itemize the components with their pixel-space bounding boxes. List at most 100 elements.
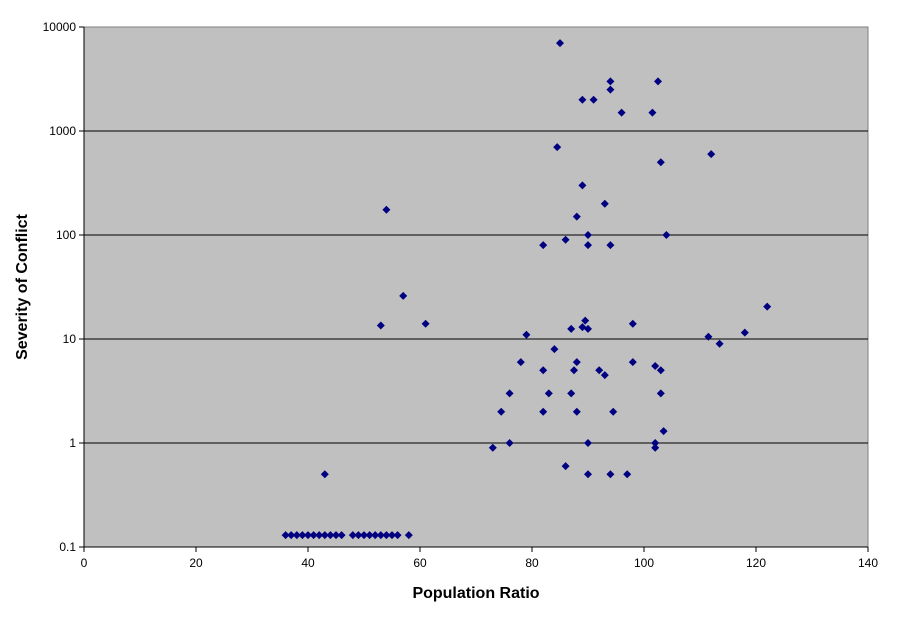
data-point [488,443,497,452]
data-point [600,371,609,380]
data-point [584,324,592,333]
data-point [654,77,662,86]
data-point [522,330,531,339]
data-point [304,531,312,540]
data-point [539,241,548,250]
data-point [561,235,570,244]
data-point [567,324,576,333]
data-point [382,531,391,540]
axes [83,27,868,548]
data-point [550,345,559,354]
data-point [382,205,391,214]
x-tick-label: 60 [413,556,427,570]
data-point [505,389,514,398]
data-point [348,531,357,540]
data-point [584,231,592,239]
data-point [360,531,368,540]
data-point [715,339,724,348]
data-point [600,199,609,208]
data-point [662,231,671,239]
data-point [393,531,402,540]
data-point [595,366,604,375]
data-point [609,407,618,416]
data-point [572,407,581,416]
data-point [656,366,665,375]
data-point [656,389,665,398]
data-point [740,328,749,337]
data-point [556,39,564,48]
data-point [628,319,637,328]
data-point [651,439,660,447]
data-point [421,319,430,328]
data-point [371,531,380,540]
data-point [320,470,329,479]
data-point [578,95,587,104]
data-point [298,531,307,540]
data-point [287,531,296,540]
data-point [707,150,716,159]
plot-area [83,26,869,548]
data-point [651,443,660,452]
data-point [651,362,660,371]
x-tick-label: 0 [81,556,88,570]
data-point [584,241,592,250]
data-point [553,143,562,152]
data-point [561,462,570,471]
data-point [315,531,324,540]
data-point [292,531,301,540]
x-tick-label: 120 [746,556,766,570]
data-point [623,470,632,479]
data-point [505,439,514,447]
data-point [606,77,615,86]
y-tick-label: 100 [56,228,76,242]
data-point [326,531,335,540]
y-tick-label: 1000 [49,124,76,138]
data-point [704,332,713,341]
data-point [337,531,346,540]
data-point [570,366,578,375]
data-point [763,302,772,311]
data-point [376,531,385,540]
data-point [365,531,374,540]
data-point [320,531,329,540]
y-tick-label: 10000 [43,20,77,34]
data-point [589,95,598,104]
data-point [376,321,385,330]
data-point [497,407,506,416]
data-point [544,389,553,398]
gridlines [84,130,868,444]
y-tick-label: 0.1 [59,540,76,554]
x-tick-label: 140 [858,556,878,570]
x-tick-label: 100 [634,556,654,570]
x-tick-label: 80 [525,556,539,570]
data-point [584,470,592,479]
data-point [659,427,668,436]
data-point [567,389,576,398]
data-point [572,212,581,221]
data-point [404,531,413,540]
data-point [581,316,590,325]
data-points [281,39,772,540]
y-axis-title: Severity of Conflict [14,213,31,359]
data-point [648,108,657,117]
data-point [388,531,396,540]
data-point [578,181,587,190]
data-point [332,531,340,540]
data-point [539,407,548,416]
data-point [628,358,637,367]
x-axis-ticks: 0 20 40 60 80 100 120 140 [81,547,878,570]
data-point [399,291,408,300]
data-point [281,531,290,540]
data-point [516,358,525,367]
data-point [572,358,581,367]
x-axis-title: Population Ratio [412,585,539,602]
data-point [309,531,318,540]
x-tick-label: 20 [189,556,203,570]
x-tick-label: 40 [301,556,315,570]
data-point [617,108,626,117]
y-tick-label: 1 [69,436,76,450]
data-point [606,85,615,94]
data-point [539,366,548,375]
data-point [606,470,615,479]
